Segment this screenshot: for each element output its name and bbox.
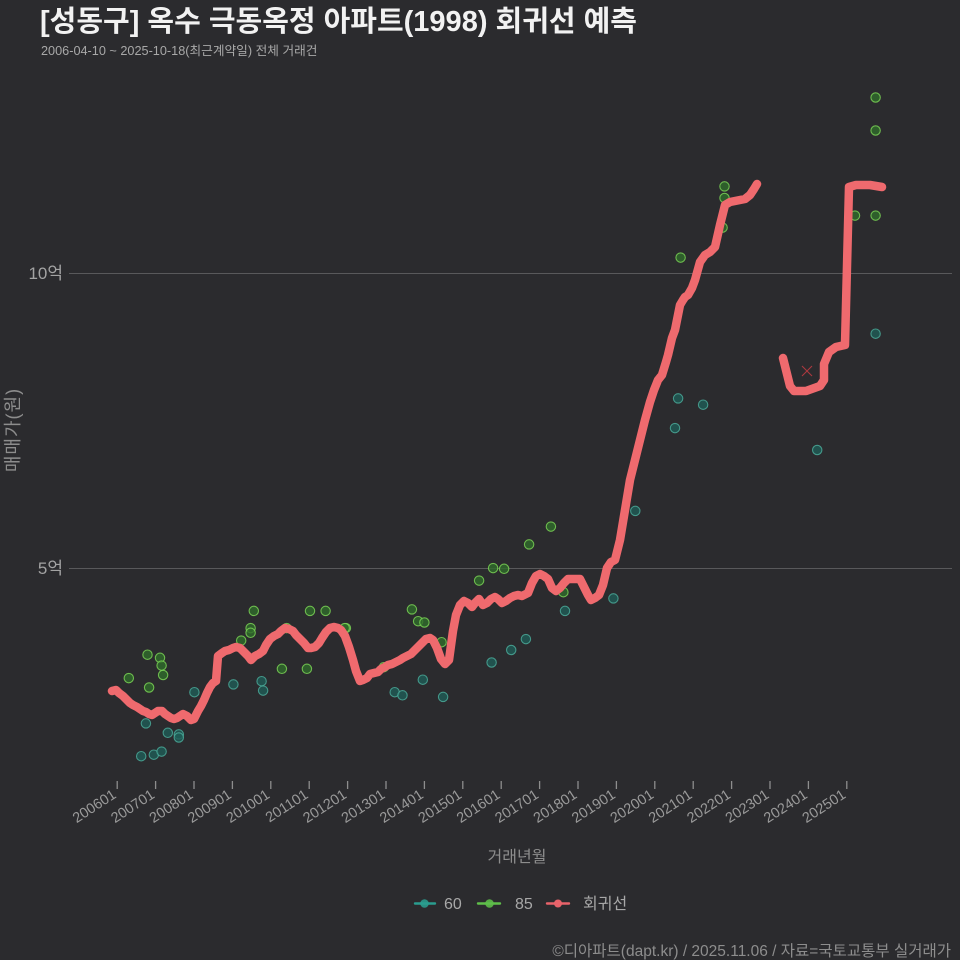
svg-text:202101: 202101 [646,787,695,827]
svg-text:201301: 201301 [339,787,388,827]
svg-text:60: 60 [444,896,462,913]
svg-text:201801: 201801 [531,787,580,827]
svg-text:201501: 201501 [416,787,465,827]
svg-text:85: 85 [515,896,533,913]
svg-text:회귀선: 회귀선 [583,895,627,913]
svg-text:202001: 202001 [608,787,657,827]
svg-text:201701: 201701 [492,787,541,827]
svg-text:200701: 200701 [108,787,157,827]
svg-text:10억: 10억 [28,264,63,283]
svg-text:201601: 201601 [454,787,503,827]
svg-text:202201: 202201 [684,787,733,827]
svg-text:200901: 200901 [185,787,234,827]
svg-text:201901: 201901 [569,787,618,827]
svg-text:202501: 202501 [800,787,849,827]
svg-text:201401: 201401 [377,787,426,827]
svg-text:5억: 5억 [38,559,63,578]
svg-text:200601: 200601 [70,787,119,827]
svg-text:200801: 200801 [147,787,196,827]
svg-text:202401: 202401 [761,787,810,827]
svg-text:201001: 201001 [224,787,273,827]
svg-text:201201: 201201 [300,787,349,827]
svg-text:202301: 202301 [723,787,772,827]
